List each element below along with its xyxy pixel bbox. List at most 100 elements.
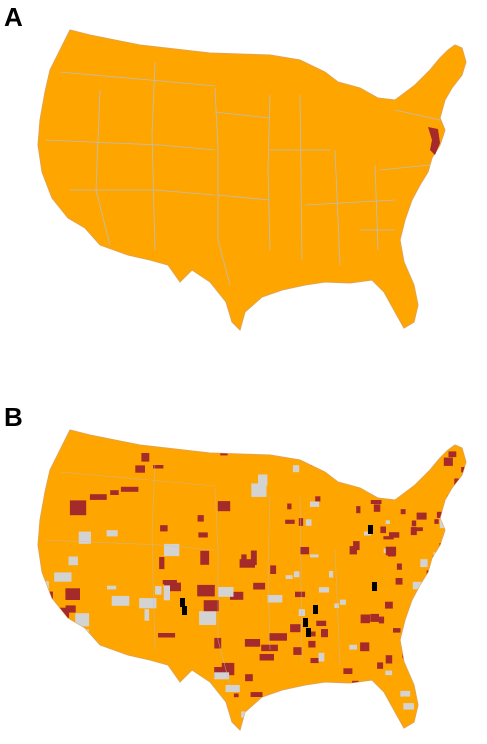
county-patch — [293, 647, 302, 655]
county-patch — [443, 457, 453, 466]
county-patch — [261, 644, 278, 652]
county-patch — [159, 557, 165, 570]
county-patch — [250, 692, 263, 697]
county-patch — [153, 465, 164, 469]
county-patch — [310, 631, 316, 637]
county-patch — [436, 511, 444, 518]
county-patch — [432, 555, 438, 564]
county-patch — [363, 474, 368, 481]
county-patch — [316, 434, 325, 438]
county-patch — [245, 720, 258, 730]
county-patch — [385, 655, 393, 664]
county-patch — [200, 550, 210, 565]
us-outline — [37, 429, 467, 731]
county-patch — [353, 692, 362, 701]
county-patch — [54, 572, 72, 582]
county-patch — [218, 587, 234, 597]
county-patch — [389, 532, 400, 538]
county-patch — [241, 554, 247, 561]
county-patch — [400, 690, 411, 697]
county-patch-extreme — [372, 582, 377, 591]
county-patch — [259, 654, 274, 661]
state-borders — [44, 61, 441, 286]
county-patch — [412, 668, 424, 672]
county-patch — [430, 572, 436, 579]
county-patch — [363, 432, 374, 440]
county-patch — [163, 585, 170, 601]
county-patch — [164, 543, 180, 557]
county-patch — [393, 628, 401, 633]
county-patch — [364, 531, 371, 536]
county-patch — [451, 686, 463, 692]
county-patch — [270, 565, 277, 574]
county-patch-extreme — [303, 618, 308, 627]
county-patch — [192, 728, 208, 730]
county-patch — [352, 680, 359, 687]
county-patch — [135, 465, 145, 473]
county-patch — [353, 541, 360, 551]
county-patch — [78, 531, 91, 544]
county-patch — [68, 556, 78, 566]
county-patch — [422, 713, 432, 719]
county-patch — [230, 591, 244, 600]
county-patch — [241, 711, 251, 718]
county-patch — [445, 715, 456, 720]
county-patch — [459, 487, 464, 491]
county-patch — [360, 642, 370, 652]
county-patch — [164, 582, 181, 592]
county-patch — [197, 515, 204, 522]
county-patch — [318, 652, 325, 662]
county-patch — [446, 508, 454, 513]
panel-label-a: A — [4, 2, 23, 32]
county-patch — [310, 554, 319, 558]
county-patch — [251, 483, 267, 497]
county-patch — [329, 687, 337, 692]
county-patch — [380, 526, 386, 534]
county-patch — [446, 630, 453, 634]
county-patch — [257, 713, 274, 727]
county-patch — [271, 436, 282, 443]
county-patch — [106, 530, 118, 537]
county-patch — [321, 629, 328, 638]
county-patch — [357, 711, 365, 721]
county-patch — [200, 686, 213, 692]
county-patch — [329, 571, 334, 578]
county-patch — [310, 658, 319, 664]
county-patch — [394, 451, 405, 458]
county-patch — [287, 503, 292, 510]
us-outline — [37, 29, 467, 331]
county-patch — [38, 624, 44, 631]
county-patch — [148, 678, 162, 684]
county-patch — [198, 532, 208, 538]
county-patch — [393, 449, 400, 455]
county-patch — [360, 614, 370, 624]
county-patch — [448, 451, 457, 458]
county-patch — [287, 698, 299, 705]
county-patch — [292, 465, 300, 473]
county-patch — [185, 689, 201, 703]
county-patch — [199, 611, 217, 625]
county-patch — [110, 490, 119, 495]
county-patch — [409, 724, 417, 729]
county-patch — [244, 639, 261, 647]
county-patch — [298, 609, 305, 616]
county-patch — [162, 580, 177, 585]
county-patch — [433, 694, 441, 698]
county-patch — [75, 613, 90, 627]
county-patch — [461, 467, 466, 473]
county-patch — [343, 668, 353, 674]
county-patch — [403, 703, 414, 710]
county-patch-extreme — [180, 598, 185, 607]
county-patch-extreme — [182, 606, 187, 615]
county-patch — [355, 469, 366, 479]
county-patch — [316, 620, 327, 626]
county-patch — [455, 714, 464, 718]
county-patch — [305, 519, 312, 526]
county-patch — [449, 675, 455, 680]
county-patch — [373, 504, 381, 512]
county-patch — [107, 585, 117, 590]
county-patch — [89, 720, 106, 730]
county-patch — [141, 453, 150, 462]
county-patch — [360, 476, 365, 483]
county-patch — [65, 605, 76, 613]
